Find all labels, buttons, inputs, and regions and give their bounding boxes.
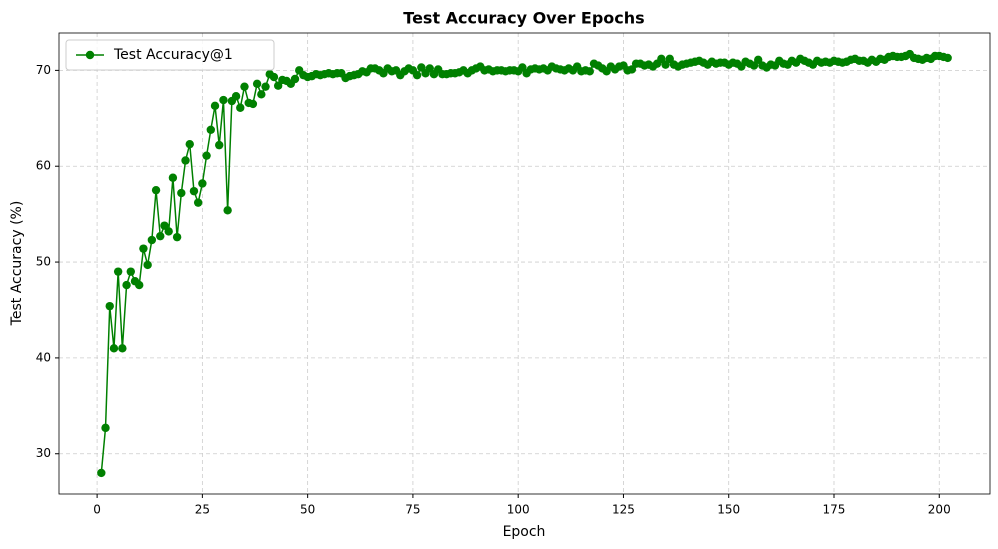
data-point [151, 185, 161, 195]
data-point [627, 65, 637, 74]
y-tick-label: 30 [36, 446, 51, 460]
x-tick-label: 75 [405, 503, 420, 517]
legend-marker [85, 50, 95, 60]
data-point [261, 82, 270, 91]
data-point [189, 186, 199, 196]
data-point [943, 53, 952, 63]
legend-box [65, 39, 275, 71]
data-point [257, 90, 266, 99]
data-point [665, 54, 674, 64]
data-point [164, 227, 173, 236]
data-line [100, 53, 948, 473]
data-point [160, 221, 169, 230]
y-axis-label: Test Accuracy (%) [9, 201, 25, 327]
data-point [210, 101, 220, 111]
data-point [193, 198, 203, 207]
data-point [122, 280, 131, 290]
data-point [273, 81, 283, 90]
data-point [135, 280, 144, 290]
plot-frame [58, 32, 991, 495]
data-point [185, 139, 194, 149]
data-point [661, 60, 670, 69]
data-point [139, 244, 148, 253]
x-tick-label: 175 [823, 503, 846, 517]
x-tick-label: 100 [507, 503, 530, 517]
data-point [101, 423, 110, 433]
data-point [172, 232, 182, 242]
data-point [198, 179, 207, 188]
data-point [215, 140, 224, 150]
y-tick-label: 60 [36, 159, 51, 173]
x-axis-label: Epoch [503, 524, 546, 540]
data-point [240, 82, 249, 91]
data-point [753, 55, 763, 65]
data-point [252, 79, 262, 88]
data-point [290, 74, 300, 84]
data-point [236, 103, 245, 112]
data-point [177, 188, 186, 198]
chart-title: Test Accuracy Over Epochs [403, 9, 644, 28]
data-point [425, 64, 434, 73]
x-tick-label: 150 [717, 503, 740, 517]
data-point [168, 173, 178, 182]
data-point [223, 206, 232, 215]
x-tick-label: 25 [195, 503, 210, 517]
data-point [417, 63, 426, 72]
data-point [518, 63, 527, 72]
x-tick-label: 0 [93, 503, 101, 517]
data-point [113, 267, 123, 276]
legend-label: Test Accuracy@1 [113, 47, 233, 63]
x-tick-label: 50 [300, 503, 315, 517]
y-tick-label: 70 [36, 63, 51, 77]
y-tick-label: 50 [36, 255, 51, 269]
data-point [657, 54, 666, 64]
data-point [206, 125, 215, 135]
data-point [109, 344, 119, 353]
data-point [156, 231, 165, 241]
data-point [231, 92, 241, 101]
data-point [97, 468, 106, 478]
y-tick-label: 40 [36, 350, 51, 364]
data-point [126, 267, 135, 276]
data-point [269, 72, 279, 82]
data-point [105, 301, 114, 311]
data-point [143, 260, 152, 270]
data-point [749, 61, 759, 70]
data-point [147, 235, 157, 245]
x-tick-label: 125 [612, 503, 635, 517]
data-point [585, 67, 594, 76]
data-point [248, 99, 258, 109]
data-point [181, 156, 190, 165]
x-tick-label: 200 [928, 503, 951, 517]
legend: Test Accuracy@1 [65, 39, 275, 71]
data-point [219, 95, 228, 105]
data-point [412, 70, 422, 80]
data-point [118, 344, 127, 353]
data-point [202, 151, 211, 160]
